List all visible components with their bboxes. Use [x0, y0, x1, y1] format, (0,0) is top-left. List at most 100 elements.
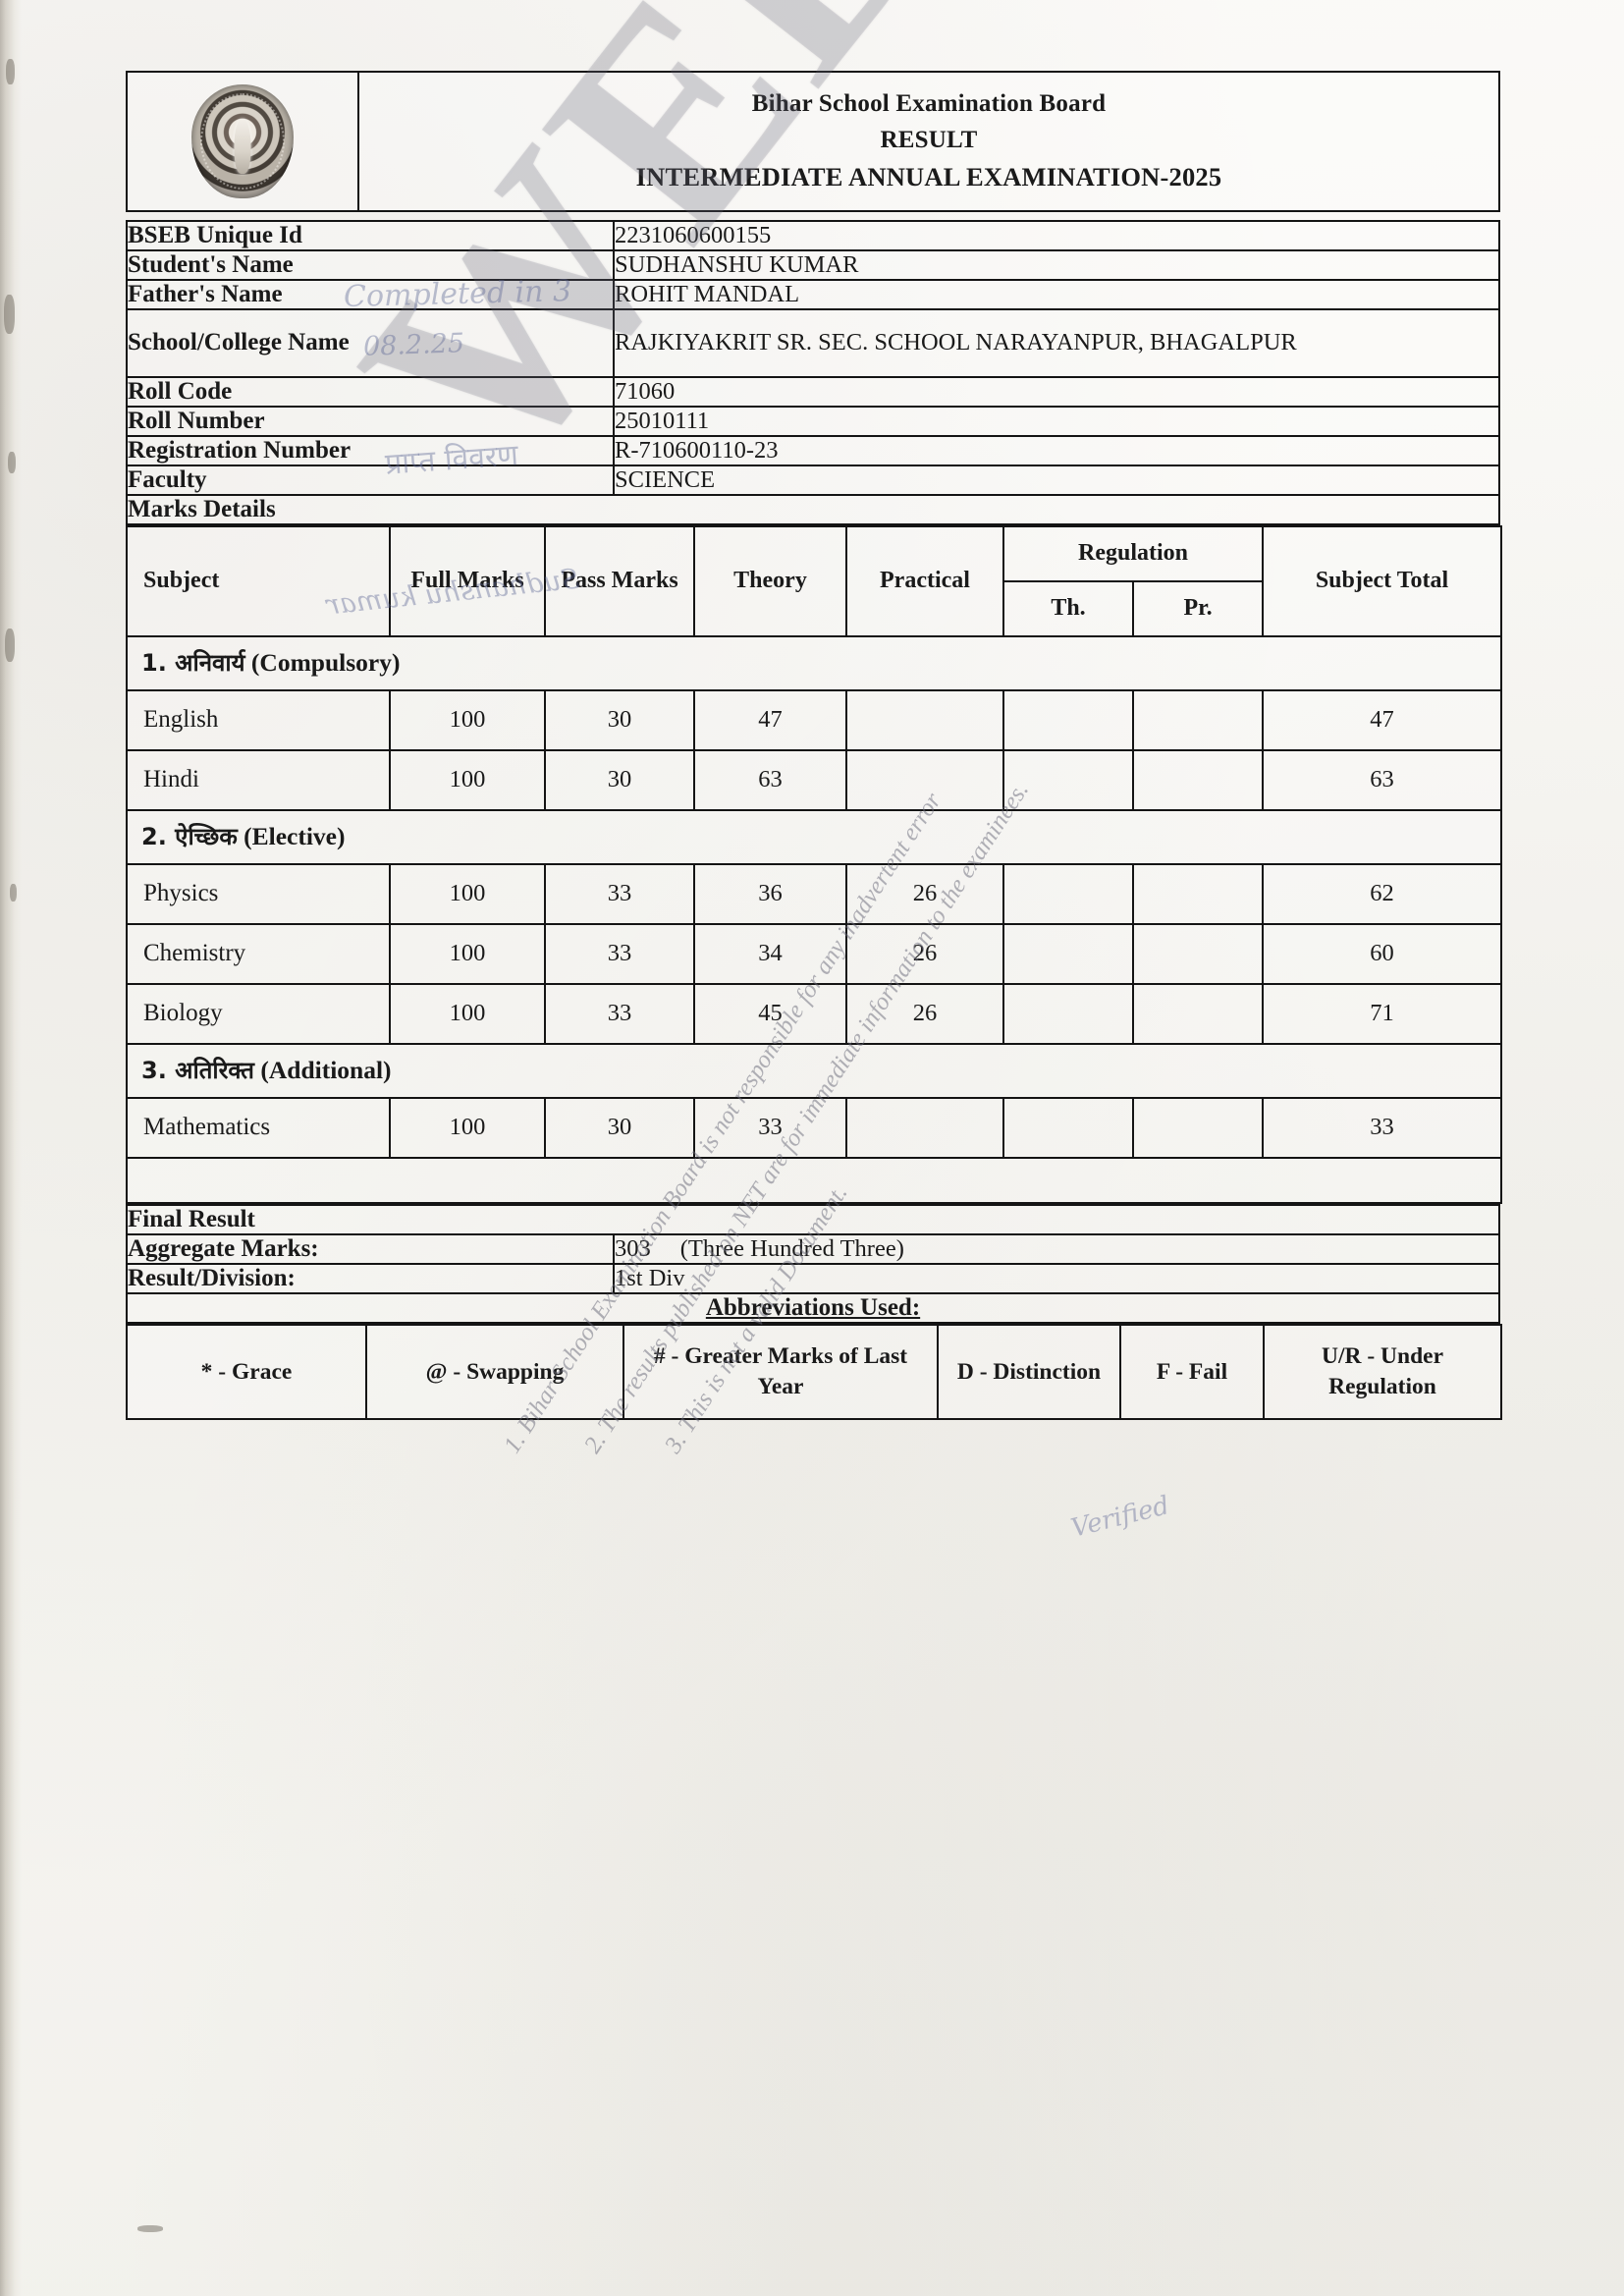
subject-regulation-pr [1131, 688, 1265, 751]
candidate-info-table: BSEB Unique Id 2231060600155 Student's N… [126, 220, 1500, 525]
subject-theory: 33 [693, 1096, 847, 1159]
subject-theory: 45 [693, 982, 847, 1045]
abbr-fail: F - Fail [1119, 1323, 1265, 1420]
subject-total: 33 [1262, 1096, 1503, 1159]
table-row: Mathematics 100 30 33 33 [126, 1096, 1503, 1159]
marks-table: Subject Full Marks Pass Marks Theory Pra… [125, 524, 1503, 1204]
subject-practical [845, 1096, 1004, 1159]
value-faculty: SCIENCE [613, 464, 1500, 496]
value-result-division: 1st Div [613, 1262, 1500, 1294]
result-document: Bihar School Examination Board RESULT IN… [125, 71, 1503, 1420]
subject-pass-marks: 33 [544, 922, 695, 985]
info-row-school-name: School/College Name RAJKIYAKRIT SR. SEC.… [126, 308, 1500, 378]
abbr-under-regulation: U/R - Under Regulation [1263, 1323, 1502, 1420]
subject-full-marks: 100 [389, 862, 546, 925]
label-faculty: Faculty [126, 464, 615, 496]
section-heading-compulsory-english: (Compulsory) [250, 647, 401, 677]
subject-practical: 26 [845, 922, 1004, 985]
subject-regulation-pr [1131, 1096, 1265, 1159]
section-heading-elective-hindi: 2. ऐच्छिक [141, 822, 238, 850]
label-result-division: Result/Division: [126, 1262, 615, 1294]
col-regulation-pr: Pr. [1131, 579, 1265, 637]
scan-fleck [4, 295, 15, 334]
subject-full-marks: 100 [389, 688, 546, 751]
label-student-name: Student's Name [126, 249, 615, 281]
subject-pass-marks: 33 [544, 862, 695, 925]
subject-practical [845, 748, 1004, 811]
section-heading-elective-english: (Elective) [244, 821, 346, 850]
scan-fleck [10, 884, 17, 902]
marks-header-row-1: Subject Full Marks Pass Marks Theory Pra… [126, 524, 1503, 637]
subject-total: 71 [1262, 982, 1503, 1045]
subject-total: 60 [1262, 922, 1503, 985]
section-heading-elective: 2. ऐच्छिक (Elective) [125, 808, 1503, 865]
marks-table-body: 1. अनिवार्य (Compulsory) English 100 30 … [125, 634, 1503, 1204]
section-heading-compulsory-hindi: 1. अनिवार्य [141, 648, 245, 677]
subject-practical [845, 688, 1004, 751]
final-result-title-row: Final Result [126, 1203, 1500, 1235]
table-spacer-cell [125, 1156, 1503, 1204]
subject-practical: 26 [845, 982, 1004, 1045]
scan-left-edge-shadow [0, 0, 22, 2296]
label-school-name: School/College Name [126, 308, 615, 378]
table-row: English 100 30 47 47 [126, 688, 1503, 751]
section-heading-compulsory-cell: 1. अनिवार्य (Compulsory) [125, 634, 1503, 691]
scan-fleck [8, 452, 16, 473]
value-aggregate-marks: 303 (Three Hundred Three) [613, 1232, 1500, 1265]
info-row-student-name: Student's Name SUDHANSHU KUMAR [126, 249, 1500, 281]
col-regulation-th: Th. [1002, 579, 1134, 637]
subject-regulation-th [1002, 982, 1134, 1045]
abbr-distinction: D - Distinction [937, 1323, 1121, 1420]
subject-regulation-th [1002, 862, 1134, 925]
abbreviations-table: * - Grace @ - Swapping # - Greater Marks… [126, 1323, 1502, 1420]
col-subject: Subject [126, 524, 391, 637]
subject-regulation-th [1002, 1096, 1134, 1159]
value-roll-number: 25010111 [613, 405, 1500, 437]
handwriting-annotation-5: Verified [1067, 1491, 1173, 1544]
subject-total: 63 [1262, 748, 1503, 811]
table-row: Chemistry 100 33 34 26 60 [126, 922, 1503, 985]
seal-ring-decoration [200, 93, 285, 190]
subject-regulation-th [1002, 748, 1134, 811]
label-roll-number: Roll Number [126, 405, 615, 437]
aggregate-marks-words: (Three Hundred Three) [679, 1234, 904, 1262]
aggregate-marks-row: Aggregate Marks: 303 (Three Hundred Three… [126, 1232, 1500, 1265]
subject-full-marks: 100 [389, 748, 546, 811]
value-student-name: SUDHANSHU KUMAR [613, 249, 1500, 281]
scan-fleck [137, 2225, 163, 2232]
section-heading-compulsory: 1. अनिवार्य (Compulsory) [125, 634, 1503, 691]
value-bseb-unique-id: 2231060600155 [613, 220, 1500, 251]
bseb-seal-icon [191, 84, 294, 198]
subject-name: Hindi [126, 748, 391, 811]
section-heading-additional: 3. अतिरिक्त (Additional) [125, 1042, 1503, 1099]
info-row-father-name: Father's Name ROHIT MANDAL [126, 279, 1500, 310]
subject-practical: 26 [845, 862, 1004, 925]
col-regulation: Regulation [1001, 524, 1265, 582]
final-result-heading: Final Result [126, 1203, 1500, 1235]
subject-full-marks: 100 [389, 922, 546, 985]
table-row: Physics 100 33 36 26 62 [126, 862, 1503, 925]
subject-name: Mathematics [126, 1096, 391, 1159]
subject-regulation-pr [1131, 862, 1265, 925]
board-seal-cell [126, 71, 359, 212]
subject-total: 62 [1262, 862, 1503, 925]
section-heading-elective-cell: 2. ऐच्छिक (Elective) [125, 808, 1503, 865]
info-row-roll-number: Roll Number 25010111 [126, 405, 1500, 437]
abbr-swapping: @ - Swapping [365, 1323, 624, 1420]
subject-pass-marks: 30 [544, 748, 695, 811]
subject-name: Physics [126, 862, 391, 925]
final-result-table: Final Result Aggregate Marks: 303 (Three … [126, 1203, 1500, 1324]
col-pass-marks: Pass Marks [544, 524, 695, 637]
abbr-greater-marks: # - Greater Marks of Last Year [623, 1323, 939, 1420]
subject-full-marks: 100 [389, 982, 546, 1045]
subject-full-marks: 100 [389, 1096, 546, 1159]
label-bseb-unique-id: BSEB Unique Id [126, 220, 615, 251]
section-heading-additional-hindi: 3. अतिरिक्त [141, 1056, 254, 1084]
board-name: Bihar School Examination Board [751, 90, 1107, 118]
marks-details-heading: Marks Details [126, 493, 1500, 525]
subject-regulation-th [1002, 922, 1134, 985]
subject-theory: 63 [693, 748, 847, 811]
subject-regulation-pr [1131, 922, 1265, 985]
result-word: RESULT [880, 126, 978, 153]
label-father-name: Father's Name [126, 279, 615, 310]
